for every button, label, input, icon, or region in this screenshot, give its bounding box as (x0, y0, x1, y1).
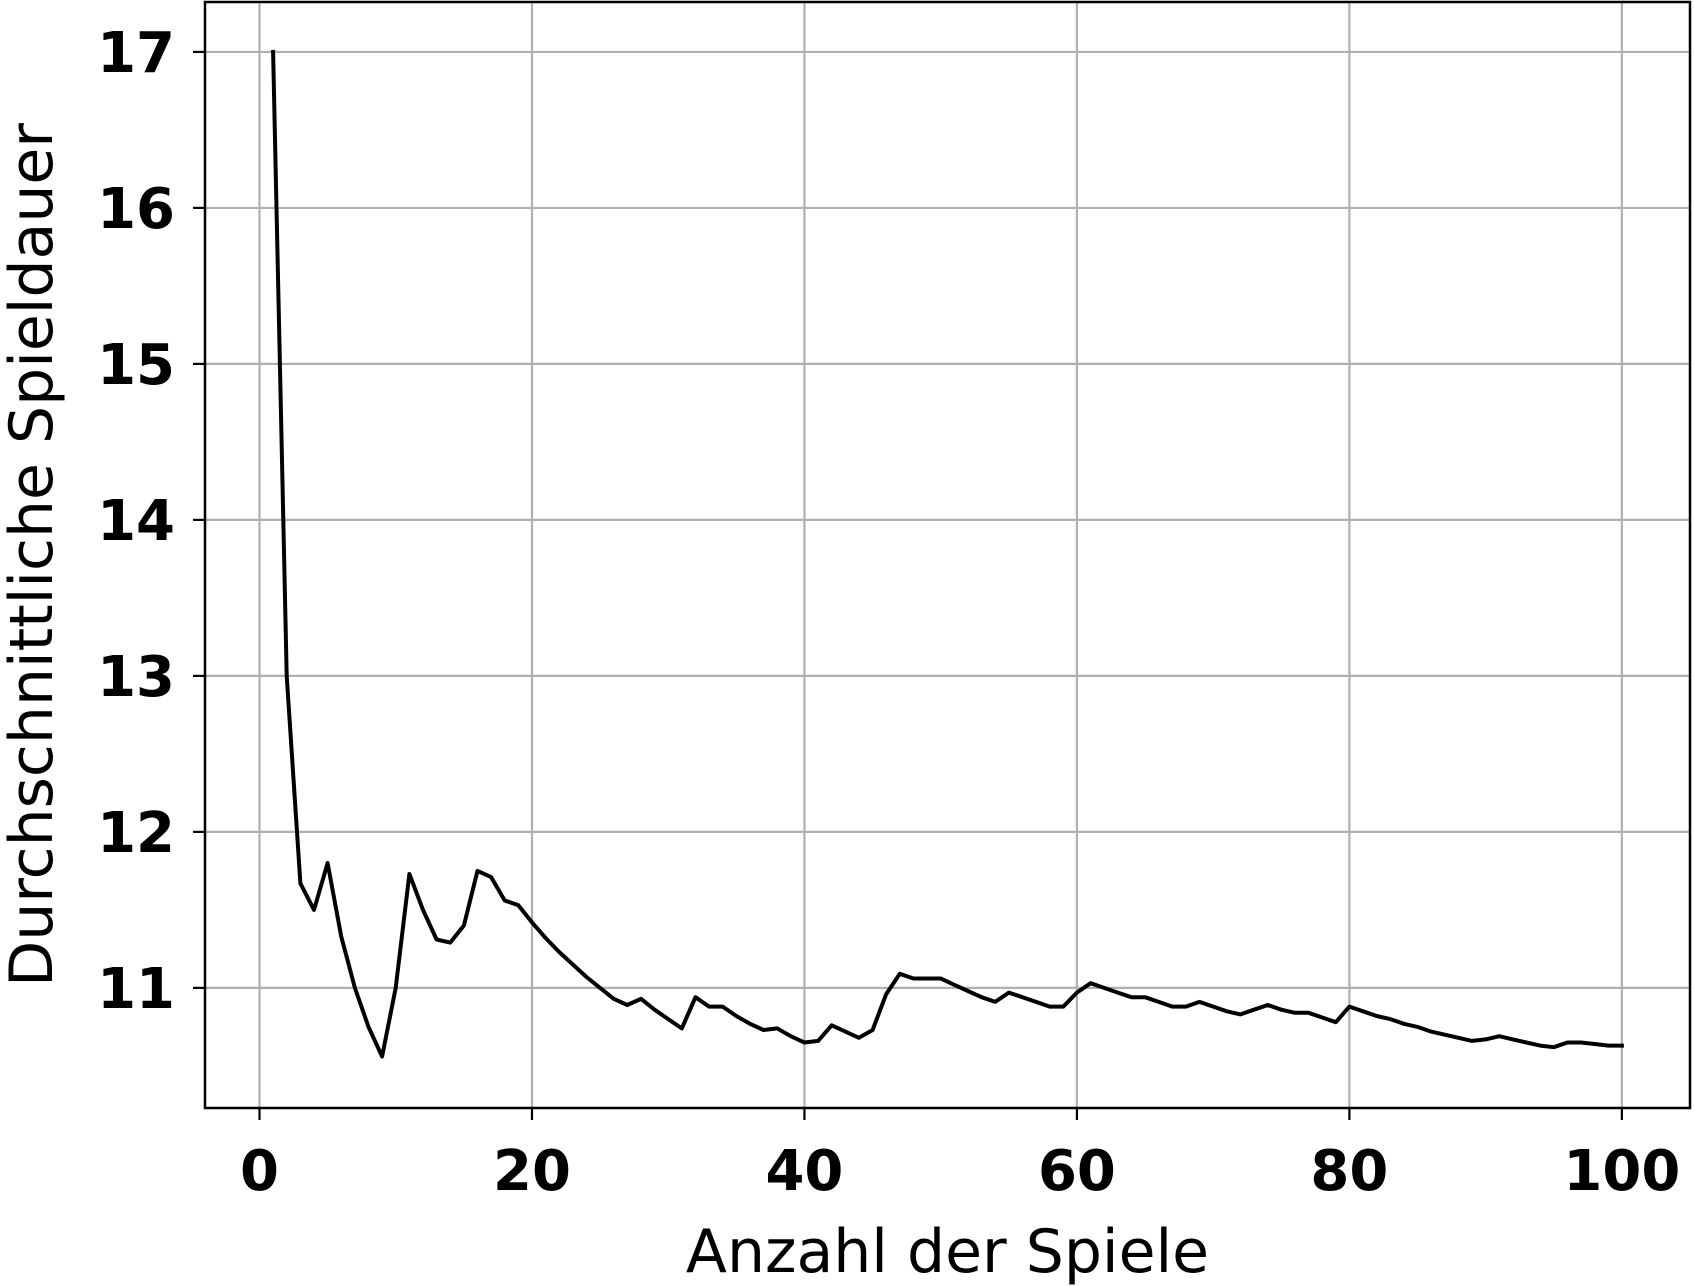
x-tick-label: 0 (240, 1139, 279, 1204)
x-tick-label: 60 (1038, 1139, 1116, 1204)
x-tick-label: 80 (1310, 1139, 1388, 1204)
axes-frame (203, 0, 1692, 1110)
y-tick-label: 17 (97, 21, 175, 86)
x-tick-label: 40 (765, 1139, 843, 1204)
x-axis-label: Anzahl der Spiele (686, 1217, 1209, 1286)
series-layer (271, 49, 1624, 1059)
x-tick-labels: 0 20 40 60 80 100 (240, 1139, 1680, 1204)
y-tick-label: 12 (97, 801, 175, 866)
y-tick-label: 13 (97, 645, 175, 710)
y-tick-label: 15 (97, 333, 175, 398)
y-tick-labels: 11 12 13 14 15 16 17 (97, 21, 175, 1022)
grid-lines (205, 2, 1690, 1108)
x-tick-label: 100 (1563, 1139, 1680, 1204)
y-axis-label: Durchschnittliche Spieldauer (0, 123, 67, 987)
y-tick-label: 11 (97, 957, 175, 1022)
y-tick-label: 16 (97, 177, 175, 242)
series-line (271, 49, 1624, 1059)
y-tick-label: 14 (97, 489, 175, 554)
x-tick-label: 20 (493, 1139, 571, 1204)
tick-marks (193, 50, 1623, 1120)
